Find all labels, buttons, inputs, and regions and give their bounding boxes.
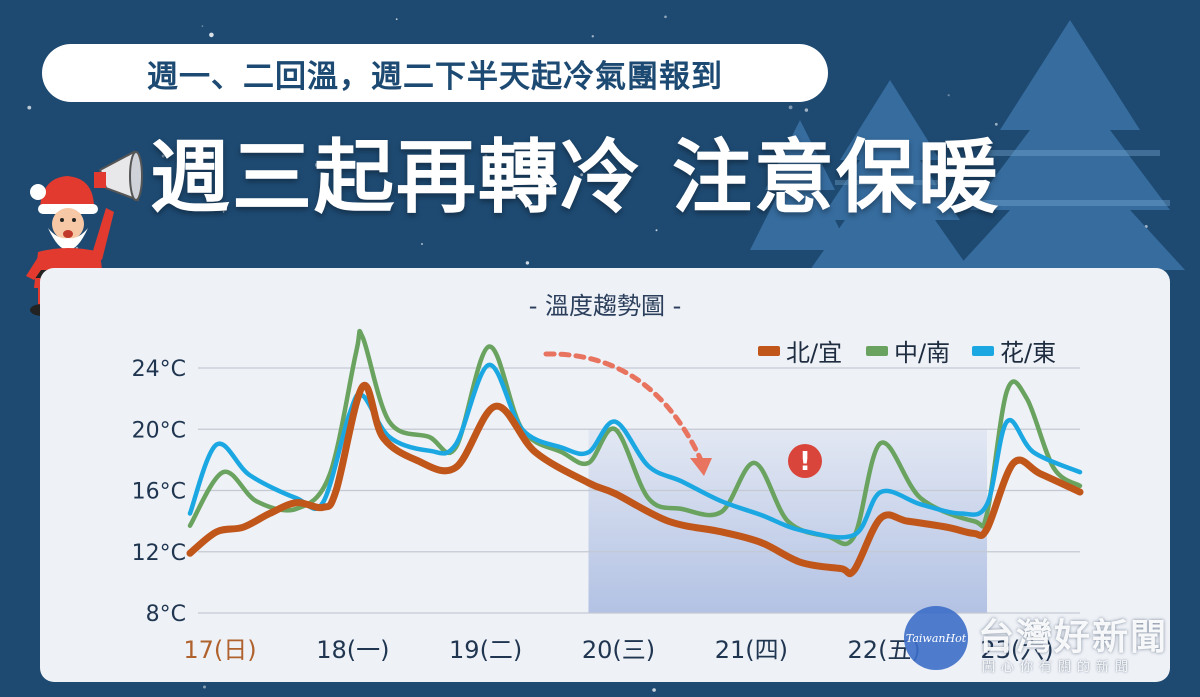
snow-dot <box>203 685 206 689</box>
legend-label: 花/東 <box>1000 339 1056 367</box>
snow-dot <box>525 261 530 265</box>
series-line-2 <box>187 362 1083 540</box>
snow-dot <box>580 173 584 177</box>
legend-swatch <box>758 346 780 356</box>
x-category-label: 17(日) <box>183 636 256 664</box>
x-category-label: 23(六) <box>980 636 1053 664</box>
watermark-name: 台灣好新聞 <box>978 617 1169 658</box>
x-category-label: 20(三) <box>582 636 655 664</box>
series-line-0 <box>186 381 1084 578</box>
subtitle-pill: 週一、二回溫，週二下半天起冷氣團報到 <box>42 44 828 102</box>
legend-label: 中/南 <box>894 339 950 367</box>
legend-swatch <box>972 346 994 356</box>
series-line-1 <box>187 328 1083 547</box>
snow-dot <box>591 35 594 38</box>
snow-dot <box>209 32 214 38</box>
snow-dot <box>421 243 423 245</box>
watermark-logo: TaiwanHot <box>904 606 968 670</box>
snow-dot <box>484 154 488 158</box>
x-category-label: 21(四) <box>715 636 788 664</box>
legend-swatch <box>866 346 888 356</box>
chart-title: - 溫度趨勢圖 - <box>528 292 682 320</box>
headline: 週三起再轉冷 注意保暖 <box>150 131 1000 224</box>
alert-symbol: ! <box>799 447 811 477</box>
snow-dot <box>947 94 950 97</box>
snow-dot <box>664 15 667 19</box>
alert-icon <box>788 444 822 478</box>
snow-dot <box>314 163 319 167</box>
legend-label: 北/宜 <box>786 339 842 367</box>
dashed-arrow-icon <box>543 351 703 461</box>
snow-dot <box>804 108 809 112</box>
watermark-slogan: 闖心你有關的新聞 <box>982 660 1135 675</box>
y-tick-label: 16°C <box>132 480 186 505</box>
y-tick-label: 12°C <box>132 541 186 566</box>
y-tick-label: 20°C <box>132 418 186 443</box>
y-tick-label: 8°C <box>146 602 186 627</box>
watermark: TaiwanHot 台灣好新聞 闖心你有關的新聞 <box>896 602 1196 692</box>
chart-panel: - 溫度趨勢圖 - 24°C 20°C 16°C 12°C 8°C 17(日) 18(一) 1… <box>40 268 1170 682</box>
y-tick-label: 24°C <box>132 357 186 382</box>
x-category-label: 18(一) <box>316 636 389 664</box>
christmas-tree-icon <box>750 20 1185 270</box>
snow-dot <box>27 105 32 110</box>
arrow-head <box>690 458 712 476</box>
snow-dot <box>201 25 204 27</box>
snow-dot <box>222 211 225 213</box>
snow-dot <box>395 18 398 21</box>
x-category-label: 19(二) <box>449 636 522 664</box>
snow-dot <box>994 122 998 126</box>
temperature-chart: 24°C 20°C 16°C 12°C 8°C 17(日) 18(一) 19(二) 20(三) 2… <box>132 328 1084 664</box>
snow-dot <box>655 229 658 232</box>
snow-dot <box>788 105 793 110</box>
snow-dot <box>652 688 656 692</box>
snow-dot <box>161 154 165 158</box>
